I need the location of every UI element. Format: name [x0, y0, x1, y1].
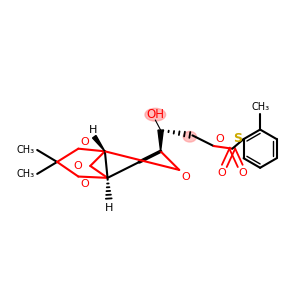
Text: CH₃: CH₃ [251, 101, 269, 112]
Text: H: H [88, 125, 97, 135]
Polygon shape [93, 136, 105, 151]
Text: H: H [105, 203, 113, 213]
Ellipse shape [145, 108, 166, 121]
Text: O: O [181, 172, 190, 182]
Text: CH₃: CH₃ [17, 145, 35, 155]
Text: S: S [233, 133, 242, 146]
Text: O: O [218, 168, 226, 178]
Text: OH: OH [146, 108, 164, 121]
Ellipse shape [183, 131, 196, 142]
Text: O: O [238, 168, 247, 178]
Polygon shape [158, 130, 163, 151]
Text: O: O [74, 161, 82, 171]
Text: CH₃: CH₃ [17, 169, 35, 179]
Text: O: O [80, 179, 89, 189]
Text: O: O [80, 136, 89, 147]
Text: O: O [215, 134, 224, 144]
